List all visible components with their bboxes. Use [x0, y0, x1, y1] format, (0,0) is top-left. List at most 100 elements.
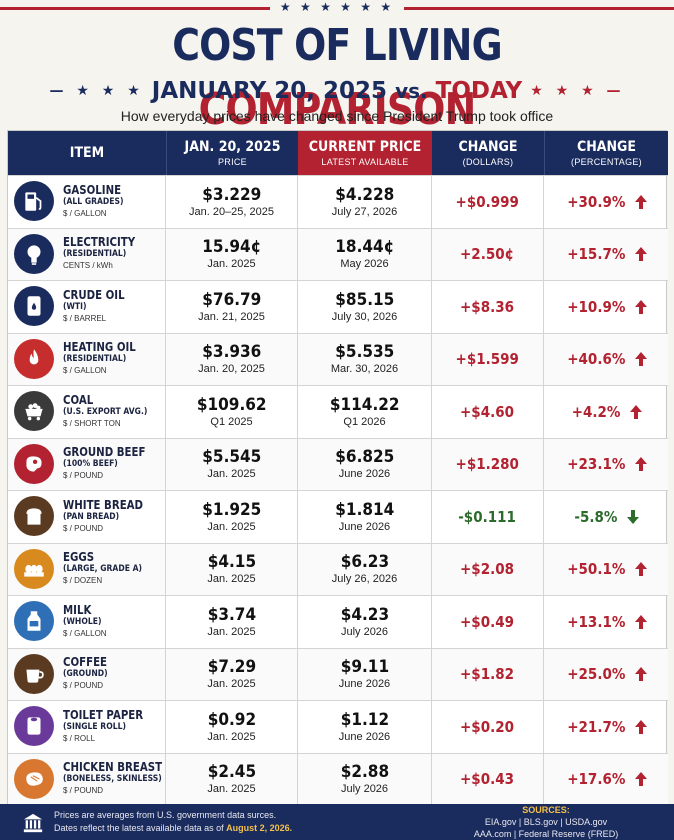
jan-price-cell: $4.15 Jan. 2025 — [166, 543, 298, 595]
change-percent: +10.9% — [566, 297, 626, 316]
item-unit: $ / POUND — [63, 523, 104, 533]
change-dollars-cell: +$1.280 — [432, 438, 544, 490]
column-header-change-dollars-title: CHANGE — [458, 138, 518, 155]
jan-price: $3.936 — [201, 342, 262, 363]
column-header-change-percent-title: CHANGE — [576, 138, 637, 155]
current-price: $1.12 — [340, 709, 389, 730]
footer-note-line-2: Dates reflect the latest available data … — [54, 822, 292, 835]
jan-price-cell: $7.29 Jan. 2025 — [166, 648, 298, 700]
column-header-change-percent: CHANGE (PERCENTAGE) — [544, 131, 668, 175]
jan-price: $3.229 — [201, 184, 262, 205]
toilet-paper-icon — [14, 706, 54, 746]
current-price-cell: $1.814 June 2026 — [298, 491, 432, 543]
jan-price: $5.545 — [201, 447, 262, 468]
current-price-date: July 30, 2026 — [331, 310, 398, 323]
jan-price-cell: $3.229 Jan. 20–25, 2025 — [166, 176, 298, 228]
change-percent-wrap: +30.9% — [564, 193, 649, 211]
item-subname: (RESIDENTIAL) — [63, 354, 127, 365]
table-row: GROUND BEEF (100% BEEF) $ / POUND $5.545 Jan… — [8, 437, 668, 490]
item-name: CHICKEN BREAST — [63, 760, 163, 775]
current-price-date: Mar. 30, 2026 — [330, 363, 399, 376]
change-percent: +23.1% — [566, 455, 626, 474]
item-text: COAL (U.S. EXPORT AVG.) $ / SHORT TON — [63, 386, 165, 438]
subtitle-today: TODAY — [435, 78, 523, 104]
change-percent-wrap: +21.7% — [564, 718, 649, 736]
item-cell: HEATING OIL (RESIDENTIAL) $ / GALLON — [8, 333, 166, 385]
change-dollars: +$0.49 — [460, 612, 515, 631]
current-price-cell: $6.825 June 2026 — [298, 438, 432, 490]
item-unit: $ / GALLON — [63, 208, 107, 218]
item-text: ELECTRICITY (RESIDENTIAL) CENTS / kWh — [63, 229, 165, 281]
sources-line-1: EIA.gov | BLS.gov | USDA.gov — [484, 817, 608, 827]
item-name: MILK — [63, 602, 92, 617]
subtitle-right-deco: ★ ★ ★ — — [530, 83, 625, 99]
jan-price-cell: $5.545 Jan. 2025 — [166, 438, 298, 490]
sources-title: SOURCES: — [522, 805, 570, 815]
column-header-item-label: ITEM — [69, 144, 105, 161]
item-text: COFFEE (GROUND) $ / POUND — [63, 649, 165, 701]
coffee-cup-icon — [14, 653, 54, 694]
item-subname: (SINGLE ROLL) — [63, 721, 126, 732]
item-name: COAL — [63, 392, 94, 407]
change-dollars-cell: +$8.36 — [432, 281, 544, 333]
current-price-cell: $114.22 Q1 2026 — [298, 386, 432, 438]
item-name: GASOLINE — [63, 182, 122, 197]
change-dollars-cell: +$1.82 — [432, 648, 544, 700]
gas-pump-icon — [14, 181, 54, 221]
jan-price-date: Jan. 2025 — [207, 520, 256, 533]
change-percent-wrap: +10.9% — [564, 298, 649, 316]
jan-price: $4.15 — [207, 552, 256, 573]
arrow-up-icon — [635, 299, 648, 314]
item-subname: (100% BEEF) — [63, 459, 118, 470]
jan-price: $109.62 — [196, 394, 267, 415]
item-cell: CHICKEN BREAST (BONELESS, SKINLESS) $ / PO… — [8, 753, 166, 805]
current-price: $6.825 — [334, 447, 395, 468]
arrow-up-icon — [635, 772, 648, 787]
item-text: MILK (WHOLE) $ / GALLON — [63, 596, 165, 648]
table-row: COAL (U.S. EXPORT AVG.) $ / SHORT TON $109.… — [8, 385, 668, 438]
current-price-date: July 2026 — [340, 625, 389, 638]
column-header-jan: JAN. 20, 2025 PRICE — [166, 131, 298, 175]
item-unit: $ / BARREL — [63, 313, 107, 323]
item-subname: (GROUND) — [63, 669, 108, 680]
item-subname: (RESIDENTIAL) — [63, 249, 127, 260]
footer-note-date: August 2, 2026. — [226, 823, 293, 833]
sources-line-2: AAA.com | Federal Reserve (FRED) — [473, 829, 619, 839]
current-price-date: June 2026 — [338, 520, 391, 533]
table-row: WHITE BREAD (PAN BREAD) $ / POUND $1.925 Jan… — [8, 490, 668, 543]
item-cell: CRUDE OIL (WTI) $ / BARREL — [8, 281, 166, 333]
current-price: $6.23 — [340, 552, 389, 573]
jan-price: 15.94¢ — [201, 237, 262, 258]
column-header-jan-sub: PRICE — [217, 156, 247, 167]
table-row: HEATING OIL (RESIDENTIAL) $ / GALLON $3.936… — [8, 332, 668, 385]
light-bulb-icon — [14, 233, 54, 274]
footer-sources: SOURCES: EIA.gov | BLS.gov | USDA.gov AA… — [456, 805, 636, 840]
column-header-current: CURRENT PRICE LATEST AVAILABLE — [298, 131, 432, 175]
item-cell: COFFEE (GROUND) $ / POUND — [8, 648, 166, 701]
change-percent: +40.6% — [566, 350, 626, 369]
change-dollars-cell: +$0.43 — [432, 753, 544, 805]
item-unit: $ / DOZEN — [63, 576, 103, 586]
item-cell: EGGS (LARGE, GRADE A) $ / DOZEN — [8, 543, 166, 595]
change-percent-wrap: +25.0% — [564, 665, 649, 683]
change-dollars: +$2.08 — [460, 560, 515, 579]
item-text: WHITE BREAD (PAN BREAD) $ / POUND — [63, 491, 165, 543]
jan-price-date: Jan. 2025 — [207, 573, 256, 586]
item-unit: $ / GALLON — [63, 366, 107, 376]
jan-price: $1.925 — [201, 499, 262, 520]
item-unit: $ / POUND — [63, 471, 104, 481]
top-red-line-right — [404, 7, 674, 10]
current-price: $4.228 — [334, 184, 395, 205]
jan-price-cell: $76.79 Jan. 21, 2025 — [166, 281, 298, 333]
item-text: CRUDE OIL (WTI) $ / BARREL — [63, 281, 165, 333]
change-dollars-cell: +$0.20 — [432, 701, 544, 753]
jan-price: $2.45 — [207, 762, 256, 783]
change-dollars: +$4.60 — [460, 402, 515, 421]
subtitle-date: JANUARY 20, 2025 — [151, 78, 388, 104]
current-price: $5.535 — [334, 342, 395, 363]
column-header-change-dollars: CHANGE (DOLLARS) — [432, 131, 544, 175]
current-price-cell: $2.88 July 2026 — [298, 753, 432, 805]
title-part-2: COMPARISON — [198, 84, 477, 135]
arrow-up-icon — [635, 247, 648, 262]
current-price: 18.44¢ — [334, 237, 395, 258]
